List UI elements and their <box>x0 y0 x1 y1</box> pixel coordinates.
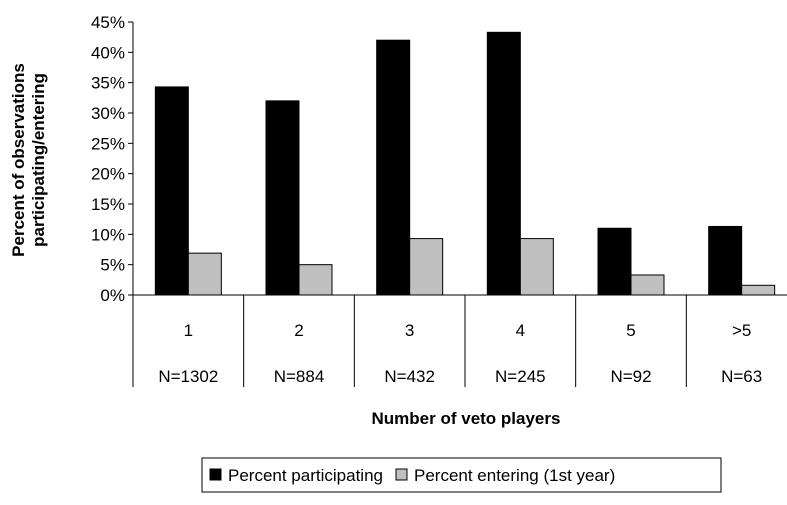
y-tick-label: 30% <box>91 104 125 123</box>
bar-participating <box>154 86 189 296</box>
bar-participating <box>376 39 411 296</box>
bar-participating <box>597 227 632 296</box>
x-category-label: 3 <box>405 321 414 340</box>
y-tick-label: 0% <box>100 286 125 305</box>
y-tick-label: 40% <box>91 43 125 62</box>
legend: Percent participating Percent entering (1… <box>201 457 722 493</box>
y-tick-label: 45% <box>91 13 125 32</box>
y-axis-title-line-2: participating/entering <box>29 73 48 247</box>
sample-size-label: N=884 <box>274 367 325 386</box>
x-axis-title: Number of veto players <box>372 409 561 428</box>
y-tick-label: 20% <box>91 165 125 184</box>
sample-size-label: N=92 <box>610 367 651 386</box>
y-axis-title: Percent of observations participating/en… <box>9 63 48 257</box>
bar-participating <box>265 100 300 296</box>
legend-swatch-entering <box>395 468 408 481</box>
legend-box <box>201 457 722 493</box>
bar-entering <box>519 238 554 296</box>
bar-entering <box>409 238 444 296</box>
legend-label-participating: Percent participating <box>228 466 383 485</box>
y-axis-title-line-1: Percent of observations <box>9 63 28 257</box>
bar-entering <box>298 264 333 296</box>
sample-size-label: N=63 <box>721 367 762 386</box>
legend-label-entering: Percent entering (1st year) <box>414 466 615 485</box>
sample-size-label: N=432 <box>384 367 435 386</box>
plot-area: 0% 5% 10% 15% 20% 25% 30% 35% 40% 45% 1 N=1302 2 N=88… <box>91 13 787 387</box>
y-tick-label: 15% <box>91 195 125 214</box>
y-tick-label: 25% <box>91 134 125 153</box>
bar-participating <box>708 225 743 296</box>
legend-swatch-participating <box>209 468 222 481</box>
y-tick-label: 5% <box>100 256 125 275</box>
sample-size-label: N=1302 <box>158 367 218 386</box>
y-tick-label: 10% <box>91 225 125 244</box>
x-category-label: 1 <box>184 321 193 340</box>
x-category-label: >5 <box>732 321 751 340</box>
x-category-label: 5 <box>626 321 635 340</box>
bar-entering <box>630 274 665 296</box>
bar-participating <box>486 31 521 296</box>
bar-entering <box>187 252 222 296</box>
y-tick-label: 35% <box>91 74 125 93</box>
bar-entering <box>741 284 776 296</box>
sample-size-label: N=245 <box>495 367 546 386</box>
x-category-label: 4 <box>516 321 525 340</box>
x-category-label: 2 <box>294 321 303 340</box>
